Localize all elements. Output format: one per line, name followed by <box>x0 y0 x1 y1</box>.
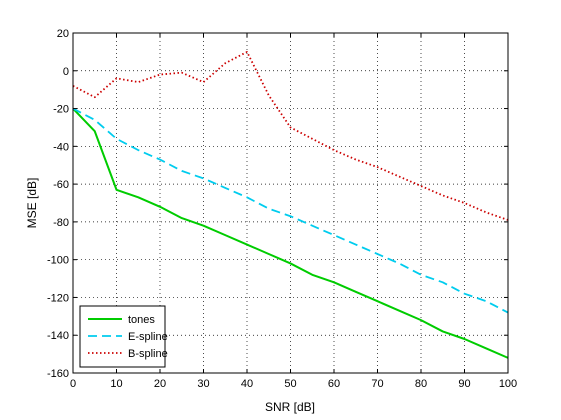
x-tick-label: 70 <box>371 378 383 390</box>
x-tick-label: 50 <box>284 378 296 390</box>
legend-label: E-spline <box>128 331 168 343</box>
y-tick-label: -160 <box>47 368 69 380</box>
x-tick-label: 30 <box>197 378 209 390</box>
y-tick-label: -100 <box>47 255 69 267</box>
x-tick-label: 0 <box>70 378 76 390</box>
y-axis-label: MSE [dB] <box>25 178 39 229</box>
y-tick-label: -40 <box>53 141 69 153</box>
y-tick-label: -140 <box>47 330 69 342</box>
y-tick-label: 0 <box>63 66 69 78</box>
ticks: 0 10 20 30 40 50 60 70 80 90 100 20 0 -20 -40 -60 -80 -10… <box>47 28 517 390</box>
series-line-b-spline <box>72 50 509 221</box>
x-tick-label: 100 <box>499 378 517 390</box>
legend: tones E-spline B-spline <box>79 305 168 368</box>
x-tick-label: 90 <box>458 378 470 390</box>
x-tick-label: 80 <box>415 378 427 390</box>
y-tick-label: -120 <box>47 292 69 304</box>
x-tick-label: 20 <box>154 378 166 390</box>
x-tick-label: 40 <box>241 378 253 390</box>
y-tick-label: 20 <box>57 28 69 40</box>
series-line-e-spline <box>72 107 509 314</box>
legend-label: B-spline <box>128 348 168 360</box>
y-tick-label: -20 <box>53 104 69 116</box>
y-tick-label: -60 <box>53 179 69 191</box>
x-tick-label: 10 <box>110 378 122 390</box>
y-tick-label: -80 <box>53 217 69 229</box>
series-line-tones <box>72 107 509 359</box>
series-layer <box>72 50 509 359</box>
x-axis-label: SNR [dB] <box>265 400 315 414</box>
x-tick-label: 60 <box>328 378 340 390</box>
legend-label: tones <box>128 314 155 326</box>
